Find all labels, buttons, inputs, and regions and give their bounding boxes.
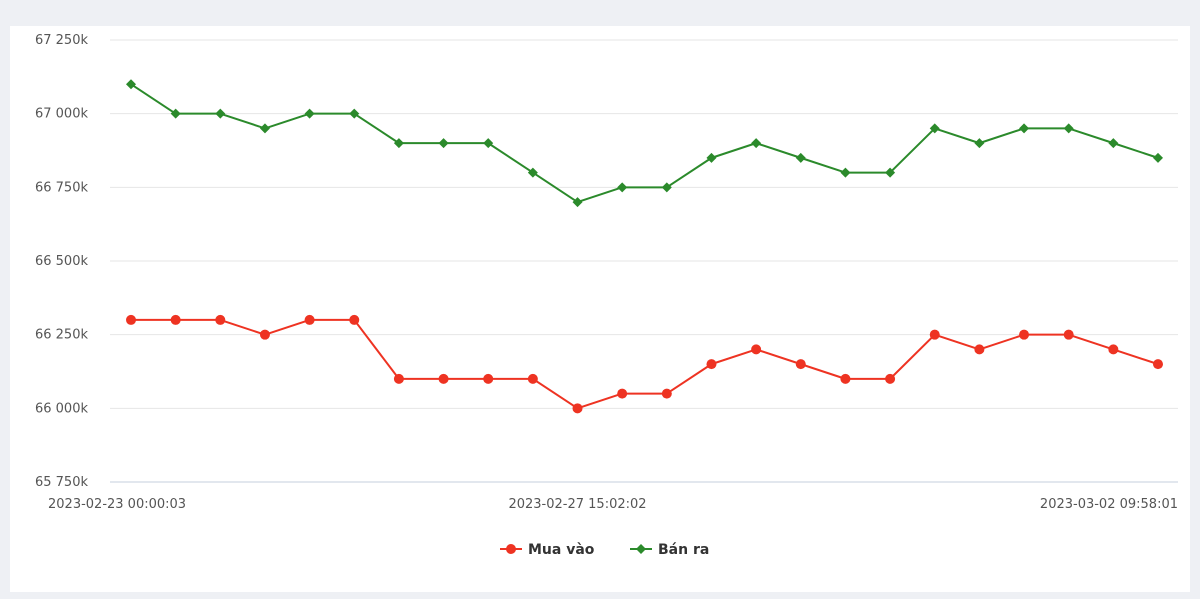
legend-label: Bán ra bbox=[658, 542, 709, 558]
series-line-0 bbox=[131, 318, 1159, 410]
data-point[interactable] bbox=[751, 344, 762, 355]
data-point[interactable] bbox=[1019, 329, 1030, 340]
data-point[interactable] bbox=[661, 182, 672, 193]
data-point[interactable] bbox=[1063, 329, 1074, 340]
data-point[interactable] bbox=[617, 388, 628, 399]
data-point[interactable] bbox=[126, 79, 136, 90]
legend: Mua vào Bán ra bbox=[500, 542, 709, 558]
line-chart: 65 750k 66 000k 66 250k 66 500k 66 750k 67 00… bbox=[35, 33, 1178, 558]
data-point[interactable] bbox=[349, 314, 360, 325]
data-point[interactable] bbox=[1063, 123, 1074, 134]
y-tick-label: 67 250k bbox=[35, 33, 88, 48]
chart-card: 65 750k 66 000k 66 250k 66 500k 66 750k 67 00… bbox=[10, 26, 1190, 592]
grid-lines bbox=[110, 39, 1178, 483]
data-point[interactable] bbox=[974, 138, 985, 149]
legend-marker bbox=[636, 544, 646, 554]
data-point[interactable] bbox=[885, 167, 896, 178]
legend-label: Mua vào bbox=[528, 542, 595, 558]
data-point[interactable] bbox=[840, 373, 851, 384]
y-tick-label: 66 500k bbox=[35, 254, 88, 269]
data-point[interactable] bbox=[795, 152, 806, 163]
data-point[interactable] bbox=[126, 314, 136, 325]
data-point[interactable] bbox=[304, 314, 315, 325]
data-point[interactable] bbox=[483, 138, 494, 149]
data-point[interactable] bbox=[1153, 152, 1163, 163]
data-point[interactable] bbox=[170, 108, 181, 119]
data-point[interactable] bbox=[259, 329, 270, 340]
data-point[interactable] bbox=[1153, 359, 1163, 370]
x-tick-label: 2023-02-23 00:00:03 bbox=[48, 497, 186, 512]
data-point[interactable] bbox=[170, 314, 181, 325]
data-point[interactable] bbox=[706, 152, 717, 163]
data-point[interactable] bbox=[215, 314, 226, 325]
legend-item-1[interactable]: Bán ra bbox=[630, 542, 709, 558]
data-point[interactable] bbox=[393, 373, 404, 384]
series-line-1 bbox=[130, 83, 1159, 204]
data-point[interactable] bbox=[929, 329, 940, 340]
data-point[interactable] bbox=[438, 373, 449, 384]
data-point[interactable] bbox=[527, 373, 538, 384]
data-point[interactable] bbox=[572, 197, 583, 208]
data-point[interactable] bbox=[349, 108, 360, 119]
data-point[interactable] bbox=[438, 138, 449, 149]
data-point[interactable] bbox=[885, 373, 896, 384]
y-tick-label: 66 000k bbox=[35, 401, 88, 416]
data-point[interactable] bbox=[1108, 138, 1119, 149]
data-point[interactable] bbox=[840, 167, 851, 178]
data-point[interactable] bbox=[974, 344, 985, 355]
data-point[interactable] bbox=[1019, 123, 1030, 134]
data-point[interactable] bbox=[929, 123, 940, 134]
data-point[interactable] bbox=[1108, 344, 1119, 355]
data-point[interactable] bbox=[259, 123, 270, 134]
y-tick-label: 65 750k bbox=[35, 475, 88, 490]
legend-marker bbox=[506, 544, 516, 554]
data-point[interactable] bbox=[304, 108, 315, 119]
x-tick-label: 2023-03-02 09:58:01 bbox=[1040, 497, 1178, 512]
data-point[interactable] bbox=[795, 359, 806, 370]
data-point[interactable] bbox=[393, 138, 404, 149]
x-tick-label: 2023-02-27 15:02:02 bbox=[508, 497, 646, 512]
data-point[interactable] bbox=[661, 388, 672, 399]
data-point[interactable] bbox=[572, 403, 583, 414]
legend-item-0[interactable]: Mua vào bbox=[500, 542, 595, 558]
y-tick-label: 66 750k bbox=[35, 180, 88, 195]
data-point[interactable] bbox=[527, 167, 538, 178]
data-point[interactable] bbox=[483, 373, 494, 384]
data-point[interactable] bbox=[751, 138, 762, 149]
data-point[interactable] bbox=[706, 359, 717, 370]
axes: 65 750k 66 000k 66 250k 66 500k 66 750k 67 00… bbox=[35, 33, 1178, 512]
series-layer bbox=[126, 79, 1163, 414]
data-point[interactable] bbox=[215, 108, 226, 119]
y-tick-label: 67 000k bbox=[35, 107, 88, 122]
y-tick-label: 66 250k bbox=[35, 328, 88, 343]
data-point[interactable] bbox=[617, 182, 628, 193]
